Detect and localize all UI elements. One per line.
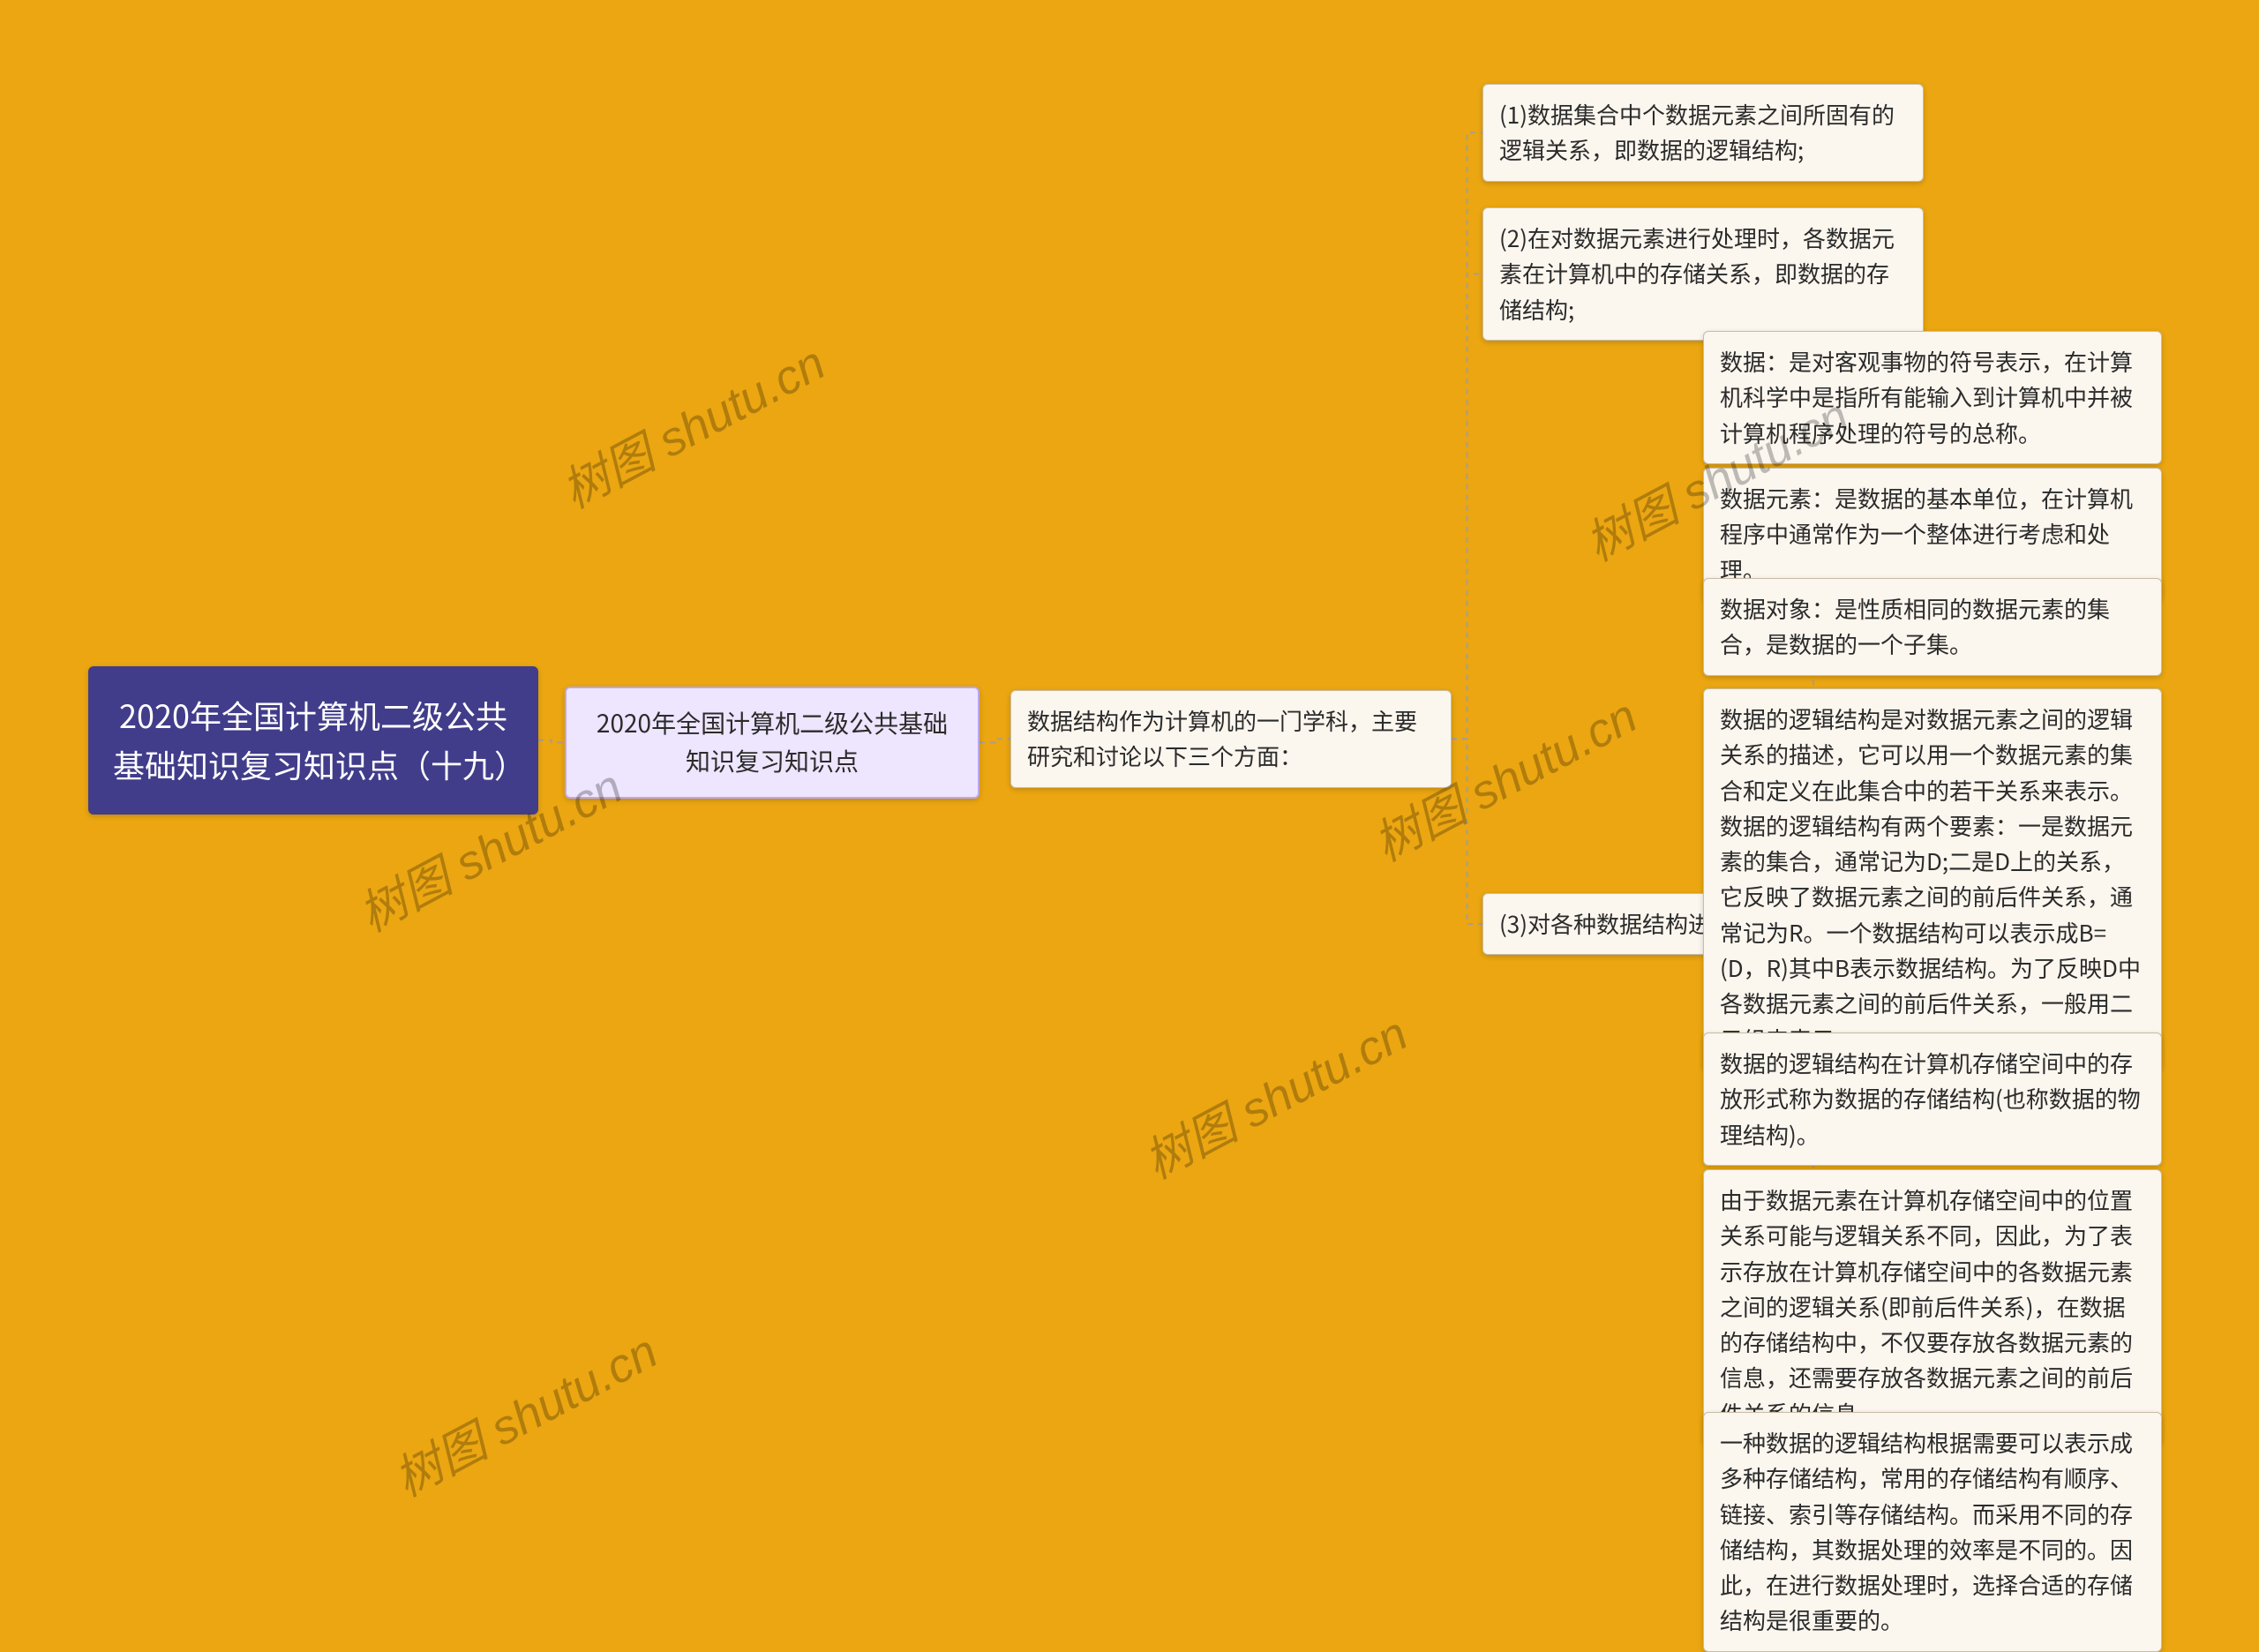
node-label: (1)数据集合中个数据元素之间所固有的逻辑关系，即数据的逻辑结构; (1499, 98, 1895, 166)
lvl2-label: 数据结构作为计算机的一门学科，主要研究和讨论以下三个方面： (1027, 704, 1417, 772)
node-label: 数据：是对客观事物的符号表示，在计算机科学中是指所有能输入到计算机中并被计算机程… (1720, 345, 2133, 449)
node-label: 数据对象：是性质相同的数据元素的集合，是数据的一个子集。 (1720, 592, 2110, 660)
node-label: 一种数据的逻辑结构根据需要可以表示成多种存储结构，常用的存储结构有顺序、链接、索… (1720, 1426, 2133, 1636)
lvl1-label: 2020年全国计算机二级公共基础知识复习知识点 (597, 705, 948, 778)
node-label: 数据元素：是数据的基本单位，在计算机程序中通常作为一个整体进行考虑和处理。 (1720, 482, 2133, 586)
node-label: 数据的逻辑结构在计算机存储空间中的存放形式称为数据的存储结构(也称数据的物理结构… (1720, 1047, 2141, 1151)
watermark: 树图 shutu.cn (1130, 995, 1418, 1192)
node-lvl1: 2020年全国计算机二级公共基础知识复习知识点 (565, 687, 979, 799)
node-lvl2: 数据结构作为计算机的一门学科，主要研究和讨论以下三个方面： (1010, 690, 1452, 788)
node-aspect-1: (1)数据集合中个数据元素之间所固有的逻辑关系，即数据的逻辑结构; (1482, 84, 1924, 182)
node-def-storage-detail: 由于数据元素在计算机存储空间中的位置关系可能与逻辑关系不同，因此，为了表示存放在… (1703, 1169, 2162, 1445)
node-aspect-2: (2)在对数据元素进行处理时，各数据元素在计算机中的存储关系，即数据的存储结构; (1482, 207, 1924, 341)
watermark: 树图 shutu.cn (380, 1313, 668, 1510)
node-def-storage-types: 一种数据的逻辑结构根据需要可以表示成多种存储结构，常用的存储结构有顺序、链接、索… (1703, 1412, 2162, 1652)
node-def-data: 数据：是对客观事物的符号表示，在计算机科学中是指所有能输入到计算机中并被计算机程… (1703, 331, 2162, 464)
node-def-logic-structure: 数据的逻辑结构是对数据元素之间的逻辑关系的描述，它可以用一个数据元素的集合和定义… (1703, 688, 2162, 1070)
mindmap-root: 2020年全国计算机二级公共基础知识复习知识点（十九） (88, 666, 538, 815)
node-label: 数据的逻辑结构是对数据元素之间的逻辑关系的描述，它可以用一个数据元素的集合和定义… (1720, 702, 2141, 1055)
node-label: 由于数据元素在计算机存储空间中的位置关系可能与逻辑关系不同，因此，为了表示存放在… (1720, 1183, 2133, 1430)
node-def-storage-structure: 数据的逻辑结构在计算机存储空间中的存放形式称为数据的存储结构(也称数据的物理结构… (1703, 1032, 2162, 1166)
node-def-object: 数据对象：是性质相同的数据元素的集合，是数据的一个子集。 (1703, 578, 2162, 676)
node-label: (2)在对数据元素进行处理时，各数据元素在计算机中的存储关系，即数据的存储结构; (1499, 222, 1895, 326)
watermark: 树图 shutu.cn (548, 325, 836, 522)
root-label: 2020年全国计算机二级公共基础知识复习知识点（十九） (113, 692, 526, 787)
